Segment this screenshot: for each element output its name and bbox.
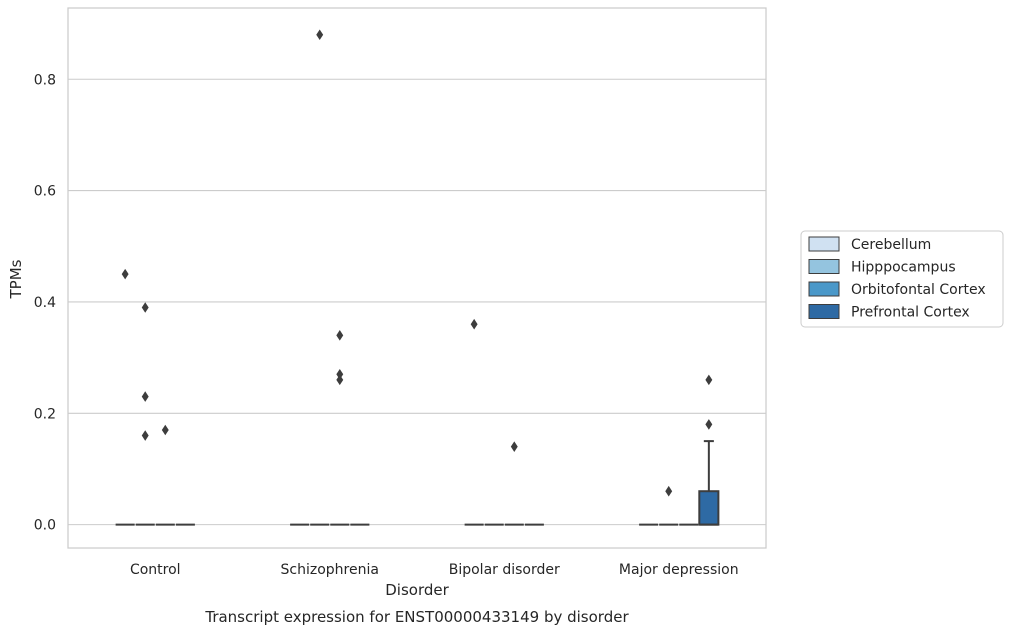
legend-swatch [808, 304, 840, 319]
box-hipppocampus [310, 29, 330, 526]
box-hipppocampus [659, 485, 679, 526]
box-orbitofontal-cortex [155, 424, 175, 526]
legend-label: Orbitofontal Cortex [851, 282, 986, 298]
plot-frame [67, 7, 767, 549]
x-tick-label: Schizophrenia [281, 562, 379, 578]
box-orbitofontal-cortex [330, 330, 350, 526]
legend-swatch [808, 259, 840, 274]
y-tick-label: 0.2 [34, 406, 56, 422]
box-body [698, 490, 720, 526]
legend-label: Prefrontal Cortex [851, 305, 970, 321]
legend-label: Hipppocampus [851, 260, 956, 276]
outlier-point [141, 430, 149, 441]
outlier-point [161, 424, 169, 436]
x-tick-label: Major depression [619, 562, 739, 578]
y-tick-label: 0.6 [34, 184, 56, 200]
outlier-point [705, 374, 713, 386]
outlier-point [336, 330, 344, 341]
box-cerebellum [115, 268, 135, 526]
y-axis-title: TPMs [7, 259, 25, 299]
box-prefrontal-cortex [698, 374, 720, 526]
outlier-point [510, 441, 518, 452]
legend-swatch [808, 236, 840, 252]
box-cerebellum [464, 318, 484, 526]
outlier-point [141, 302, 149, 313]
box-orbitofontal-cortex [504, 441, 524, 526]
outlier-point [336, 374, 344, 386]
outlier-point [141, 391, 149, 402]
outlier-point [470, 318, 478, 330]
x-axis-ticks: Control Schizophrenia Bipolar disorder Majo… [130, 562, 739, 578]
y-tick-label: 0.4 [34, 295, 56, 311]
legend-frame [800, 230, 1004, 328]
gridlines [68, 78, 766, 526]
x-axis-title: Disorder [385, 581, 449, 599]
legend-swatch [808, 281, 840, 297]
y-tick-label: 0.8 [34, 72, 56, 88]
chart-caption: Transcript expression for ENST0000043314… [204, 608, 629, 626]
legend-label: Cerebellum [851, 237, 931, 253]
legend: Cerebellum Hipppocampus Orbitofontal Corte… [800, 230, 1004, 328]
outlier-point [665, 485, 673, 497]
x-tick-label: Bipolar disorder [449, 562, 560, 578]
outlier-point [121, 268, 129, 280]
box-hipppocampus [135, 302, 155, 526]
outlier-point [316, 29, 324, 41]
x-tick-label: Control [130, 562, 181, 578]
plot-area [115, 29, 720, 526]
y-axis-ticks: 0.0 0.2 0.4 0.6 0.8 [34, 72, 56, 533]
outlier-point [336, 369, 344, 380]
y-tick-label: 0.0 [34, 518, 56, 534]
outlier-point [705, 419, 713, 430]
